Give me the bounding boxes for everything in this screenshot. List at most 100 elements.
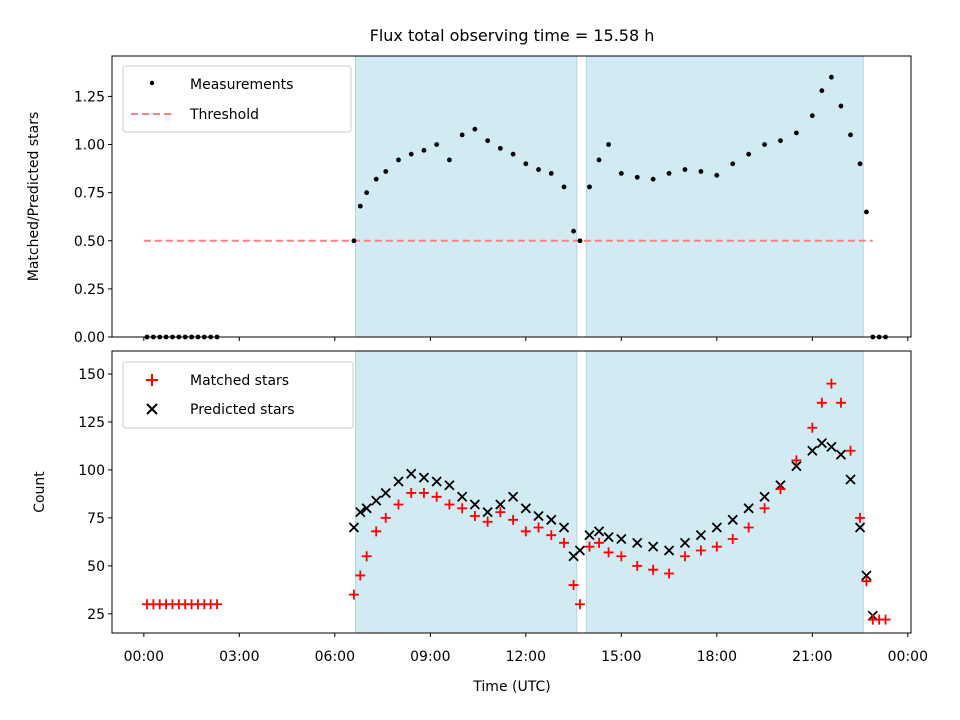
measurement-point xyxy=(571,228,576,234)
predicted-star-marker xyxy=(845,474,856,485)
measurement-point xyxy=(548,171,554,176)
measurement-point xyxy=(682,167,688,172)
bottom-y-tick-label: 25 xyxy=(87,607,105,623)
x-tick-label: 06:00 xyxy=(315,649,355,665)
matched-star-marker xyxy=(406,487,417,498)
bottom-legend: Matched stars Predicted stars xyxy=(122,361,354,429)
bottom-plot-marks xyxy=(142,378,891,625)
predicted-star-marker xyxy=(533,510,544,522)
matched-star-marker xyxy=(664,568,675,579)
top-y-tick-label: 0.00 xyxy=(74,330,105,346)
measurement-point xyxy=(561,184,567,190)
predicted-star-marker xyxy=(743,503,754,514)
matched-star-marker xyxy=(807,422,818,433)
top-y-tick-label: 0.50 xyxy=(74,234,105,250)
predicted-star-marker xyxy=(495,499,506,510)
matched-star-marker xyxy=(816,397,827,408)
matched-star-marker xyxy=(791,455,802,466)
predicted-star-marker xyxy=(371,495,382,506)
predicted-star-marker xyxy=(648,541,659,552)
predicted-star-marker xyxy=(861,570,872,581)
matched-star-marker xyxy=(508,514,519,525)
matched-star-marker xyxy=(546,530,557,541)
legend-measurements-label: Measurements xyxy=(190,77,293,93)
matched-star-marker xyxy=(695,545,706,556)
legend-threshold-label: Threshold xyxy=(189,107,259,123)
predicted-star-marker xyxy=(574,545,586,556)
shaded-interval xyxy=(355,55,578,338)
measurement-point xyxy=(698,169,704,174)
matched-star-marker xyxy=(457,503,468,514)
matched-star-marker xyxy=(826,378,837,389)
predicted-star-marker xyxy=(711,522,722,533)
top-shaded-intervals xyxy=(355,55,864,338)
matched-star-marker xyxy=(861,576,872,587)
predicted-star-marker xyxy=(695,530,707,541)
predicted-star-marker xyxy=(431,476,442,487)
measurement-point xyxy=(396,157,401,163)
top-x-ticks xyxy=(143,337,909,341)
matched-star-marker xyxy=(212,599,223,610)
bottom-y-tick-label: 75 xyxy=(87,511,105,527)
measurement-point xyxy=(778,138,783,144)
shaded-interval xyxy=(585,55,864,338)
predicted-star-marker xyxy=(679,537,691,548)
bottom-y-tick-label: 125 xyxy=(78,415,105,431)
measurement-point xyxy=(857,161,863,167)
measurement-point xyxy=(838,103,844,109)
measurement-point xyxy=(364,190,370,196)
predicted-star-marker xyxy=(393,476,404,487)
predicted-star-marker xyxy=(816,437,828,449)
predicted-star-marker xyxy=(361,503,372,514)
bottom-plot-frame xyxy=(111,350,912,634)
x-tick-label: 15:00 xyxy=(601,649,641,665)
measurement-point xyxy=(434,142,440,147)
matched-star-marker xyxy=(495,507,506,518)
matched-star-marker xyxy=(603,547,614,558)
measurement-point xyxy=(809,113,815,119)
matched-star-marker xyxy=(520,526,531,537)
legend-predicted-marker xyxy=(146,403,158,415)
legend-matched-label: Matched stars xyxy=(190,373,289,389)
x-tick-label: 18:00 xyxy=(697,649,737,665)
predicted-star-marker xyxy=(663,545,675,556)
measurement-point xyxy=(596,157,602,163)
matched-star-marker xyxy=(559,537,570,548)
matched-star-marker xyxy=(380,512,391,523)
matched-star-marker xyxy=(775,484,786,495)
predicted-star-marker xyxy=(791,460,802,472)
measurement-point xyxy=(650,176,656,182)
top-y-tick-label: 1.00 xyxy=(74,138,105,154)
measurement-point xyxy=(408,151,414,157)
matched-star-marker xyxy=(418,487,429,498)
predicted-star-marker xyxy=(826,441,837,453)
matched-star-marker xyxy=(632,560,643,571)
matched-star-marker xyxy=(880,614,891,625)
measurement-point xyxy=(357,203,363,209)
matched-star-marker xyxy=(444,499,455,510)
measurement-point xyxy=(497,145,503,151)
matched-star-marker xyxy=(759,503,770,514)
measurement-point xyxy=(383,169,389,174)
matched-star-marker xyxy=(584,541,595,552)
predicted-star-marker xyxy=(546,514,557,525)
predicted-star-marker xyxy=(507,491,519,502)
top-y-tick-label: 0.25 xyxy=(74,282,105,298)
measurement-point xyxy=(447,157,452,163)
measurement-point xyxy=(762,142,767,147)
predicted-star-marker xyxy=(406,468,417,479)
measurement-point xyxy=(510,151,516,157)
matched-star-marker xyxy=(482,516,493,527)
measurement-point xyxy=(730,161,736,167)
measurement-point xyxy=(819,88,825,94)
matched-star-marker xyxy=(393,499,404,510)
measurement-point xyxy=(864,209,869,215)
chart-title: Flux total observing time = 15.58 h xyxy=(370,26,655,45)
predicted-star-marker xyxy=(457,491,468,502)
predicted-star-marker xyxy=(759,491,770,502)
top-legend-box xyxy=(122,65,352,133)
x-tick-label: 00:00 xyxy=(124,649,164,665)
predicted-star-marker xyxy=(854,522,866,533)
predicted-star-marker xyxy=(520,503,531,514)
